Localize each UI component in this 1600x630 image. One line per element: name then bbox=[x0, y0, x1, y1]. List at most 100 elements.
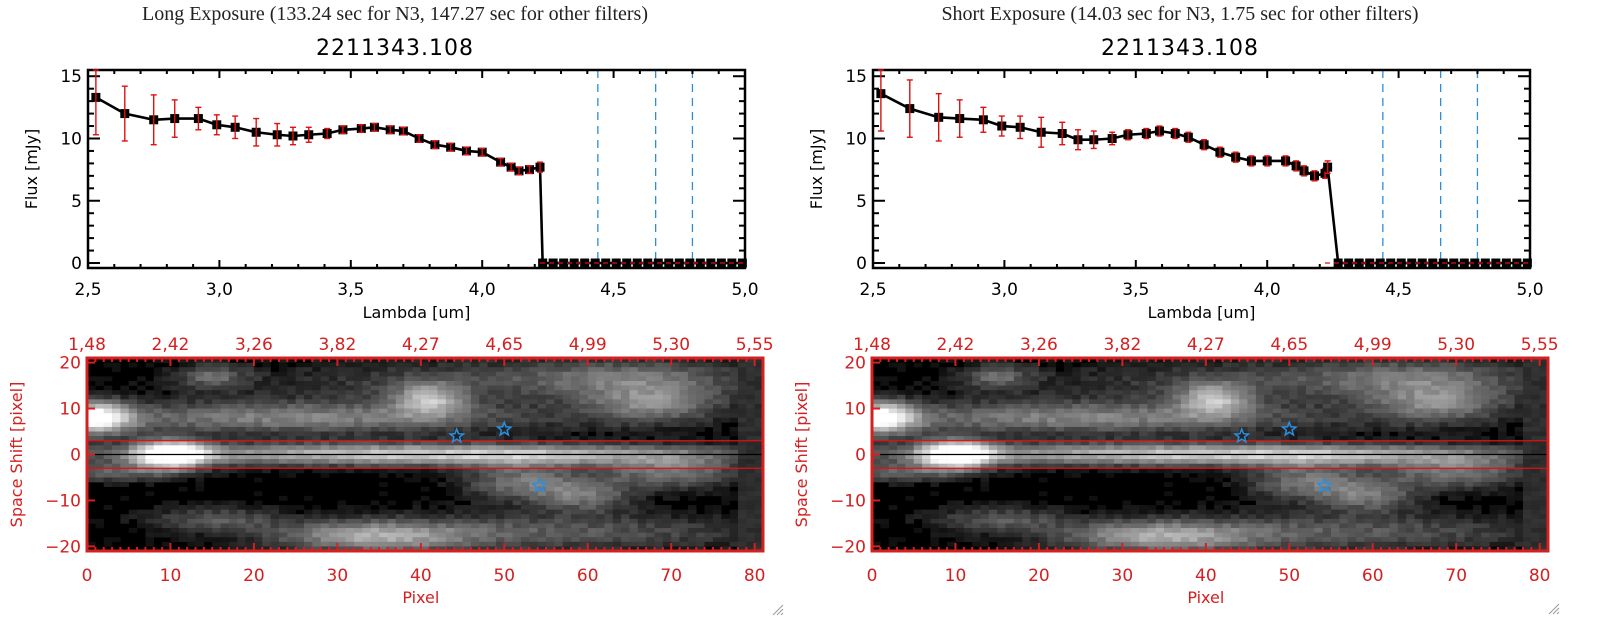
image-pixel bbox=[1080, 528, 1090, 533]
image-pixel bbox=[537, 518, 547, 524]
image-pixel bbox=[947, 399, 956, 405]
image-pixel bbox=[103, 445, 113, 451]
image-pixel bbox=[737, 385, 747, 391]
image-pixel bbox=[646, 390, 655, 396]
image-pixel bbox=[621, 399, 630, 405]
image-pixel bbox=[512, 505, 522, 510]
image-pixel bbox=[295, 541, 305, 547]
image-pixel bbox=[162, 394, 171, 400]
image-pixel bbox=[1080, 449, 1090, 455]
image-pixel bbox=[103, 417, 113, 423]
image-pixel bbox=[646, 449, 655, 455]
image-pixel bbox=[637, 422, 647, 428]
image-pixel bbox=[512, 413, 522, 419]
image-pixel bbox=[178, 472, 188, 478]
image-pixel bbox=[354, 546, 363, 552]
image-pixel bbox=[1038, 454, 1048, 460]
image-pixel bbox=[354, 445, 363, 451]
image-pixel bbox=[412, 403, 422, 409]
image-pixel bbox=[1189, 459, 1198, 464]
image-pixel bbox=[704, 440, 714, 446]
image-pixel bbox=[637, 514, 647, 520]
image-pixel bbox=[988, 417, 998, 423]
image-pixel bbox=[1105, 408, 1115, 414]
image-pixel bbox=[938, 436, 948, 442]
image-pixel bbox=[955, 394, 965, 400]
image-pixel bbox=[687, 509, 697, 515]
image-pixel bbox=[95, 394, 104, 400]
image-pixel bbox=[1172, 394, 1182, 400]
image-pixel bbox=[220, 537, 230, 543]
image-pixel bbox=[504, 376, 513, 382]
image-pixel bbox=[1022, 362, 1031, 368]
image-pixel bbox=[729, 358, 739, 363]
image-pixel bbox=[988, 426, 998, 432]
image-pixel bbox=[345, 394, 355, 400]
image-pixel bbox=[922, 523, 931, 529]
image-pixel bbox=[329, 514, 338, 520]
image-pixel bbox=[746, 463, 755, 469]
image-pixel bbox=[596, 408, 605, 414]
image-pixel bbox=[679, 445, 689, 451]
image-pixel bbox=[162, 380, 171, 386]
image-pixel bbox=[1097, 514, 1106, 520]
image-pixel bbox=[872, 436, 881, 442]
image-pixel bbox=[671, 394, 680, 400]
image-pixel bbox=[696, 371, 705, 377]
image-pixel bbox=[1139, 468, 1148, 474]
image-pixel bbox=[120, 518, 130, 524]
image-pixel bbox=[512, 371, 522, 377]
image-pixel bbox=[662, 399, 672, 405]
image-pixel bbox=[237, 431, 246, 437]
image-pixel bbox=[287, 514, 296, 520]
image-pixel bbox=[571, 408, 580, 414]
image-pixel bbox=[512, 491, 522, 497]
image-pixel bbox=[579, 500, 589, 506]
image-pixel bbox=[495, 495, 505, 501]
image-pixel bbox=[1097, 385, 1106, 391]
image-pixel bbox=[646, 500, 655, 506]
image-pixel bbox=[420, 537, 430, 543]
image-pixel bbox=[329, 394, 338, 400]
image-pixel bbox=[562, 385, 572, 391]
image-pixel bbox=[1172, 454, 1182, 460]
image-pixel bbox=[345, 514, 355, 520]
image-pixel bbox=[654, 514, 664, 520]
image-pixel bbox=[1013, 454, 1023, 460]
image-pixel bbox=[1063, 399, 1073, 405]
image-pixel bbox=[637, 500, 647, 506]
image-pixel bbox=[404, 528, 413, 533]
image-pixel bbox=[312, 362, 321, 368]
image-pixel bbox=[529, 491, 538, 497]
image-pixel bbox=[1013, 413, 1023, 419]
image-pixel bbox=[1155, 463, 1165, 469]
image-pixel bbox=[1080, 408, 1090, 414]
image-pixel bbox=[1097, 408, 1106, 414]
image-pixel bbox=[420, 426, 430, 432]
image-pixel bbox=[212, 518, 221, 524]
image-pixel bbox=[1139, 541, 1148, 547]
image-pixel bbox=[1122, 509, 1132, 515]
image-pixel bbox=[704, 385, 714, 391]
image-pixel bbox=[754, 449, 764, 455]
image-pixel bbox=[320, 399, 330, 405]
image-pixel bbox=[162, 477, 171, 483]
image-pixel bbox=[112, 408, 121, 414]
image-pixel bbox=[420, 459, 430, 464]
image-pixel bbox=[303, 426, 313, 432]
image-pixel bbox=[329, 367, 338, 373]
image-pixel bbox=[746, 399, 755, 405]
image-pixel bbox=[95, 390, 104, 396]
image-pixel bbox=[746, 426, 755, 432]
image-pixel bbox=[754, 417, 764, 423]
image-pixel bbox=[988, 371, 998, 377]
image-pixel bbox=[437, 449, 447, 455]
image-pixel bbox=[287, 371, 296, 377]
image-pixel bbox=[237, 426, 246, 432]
image-pixel bbox=[729, 518, 739, 524]
image-pixel bbox=[596, 376, 605, 382]
image-pixel bbox=[980, 518, 990, 524]
image-pixel bbox=[495, 399, 505, 405]
image-pixel bbox=[988, 436, 998, 442]
image-pixel bbox=[554, 362, 564, 368]
